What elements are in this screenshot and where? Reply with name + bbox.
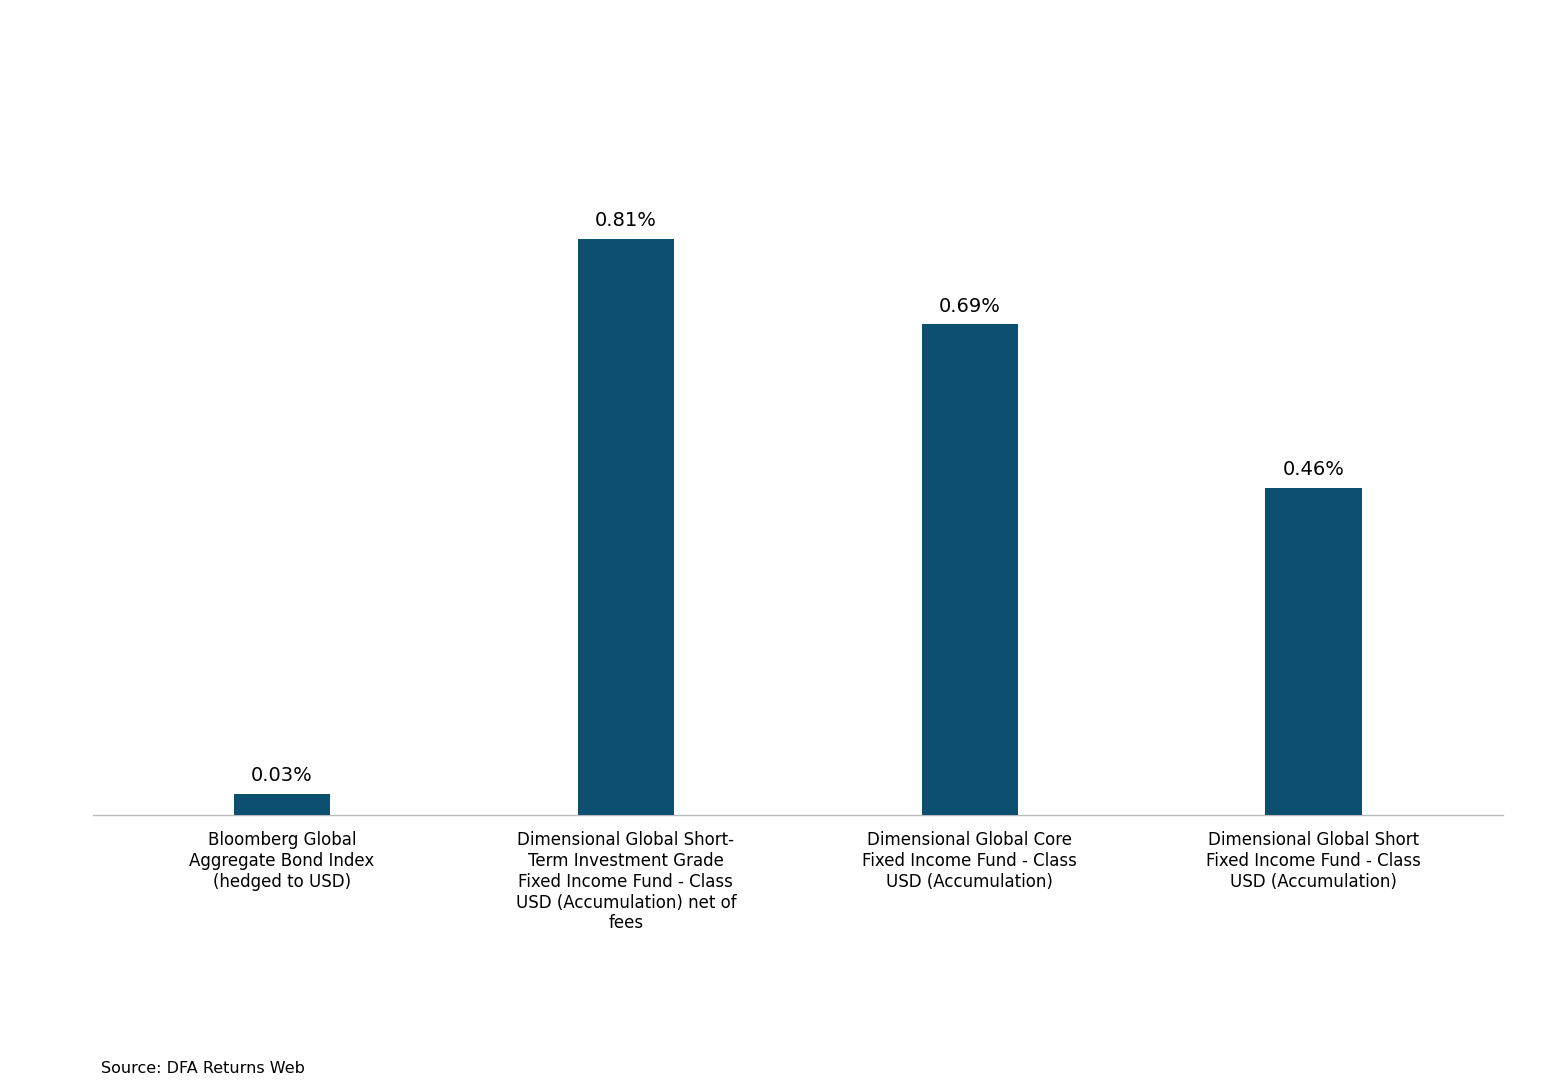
Text: 0.03%: 0.03% (251, 766, 313, 786)
Bar (234, 794, 330, 815)
Text: 0.69%: 0.69% (939, 297, 1001, 316)
Bar (1266, 488, 1362, 815)
Text: 0.81%: 0.81% (595, 211, 657, 230)
Bar (922, 324, 1018, 815)
Bar (578, 239, 674, 815)
Text: Source: DFA Returns Web: Source: DFA Returns Web (101, 1061, 305, 1076)
Text: 0.46%: 0.46% (1283, 461, 1345, 479)
